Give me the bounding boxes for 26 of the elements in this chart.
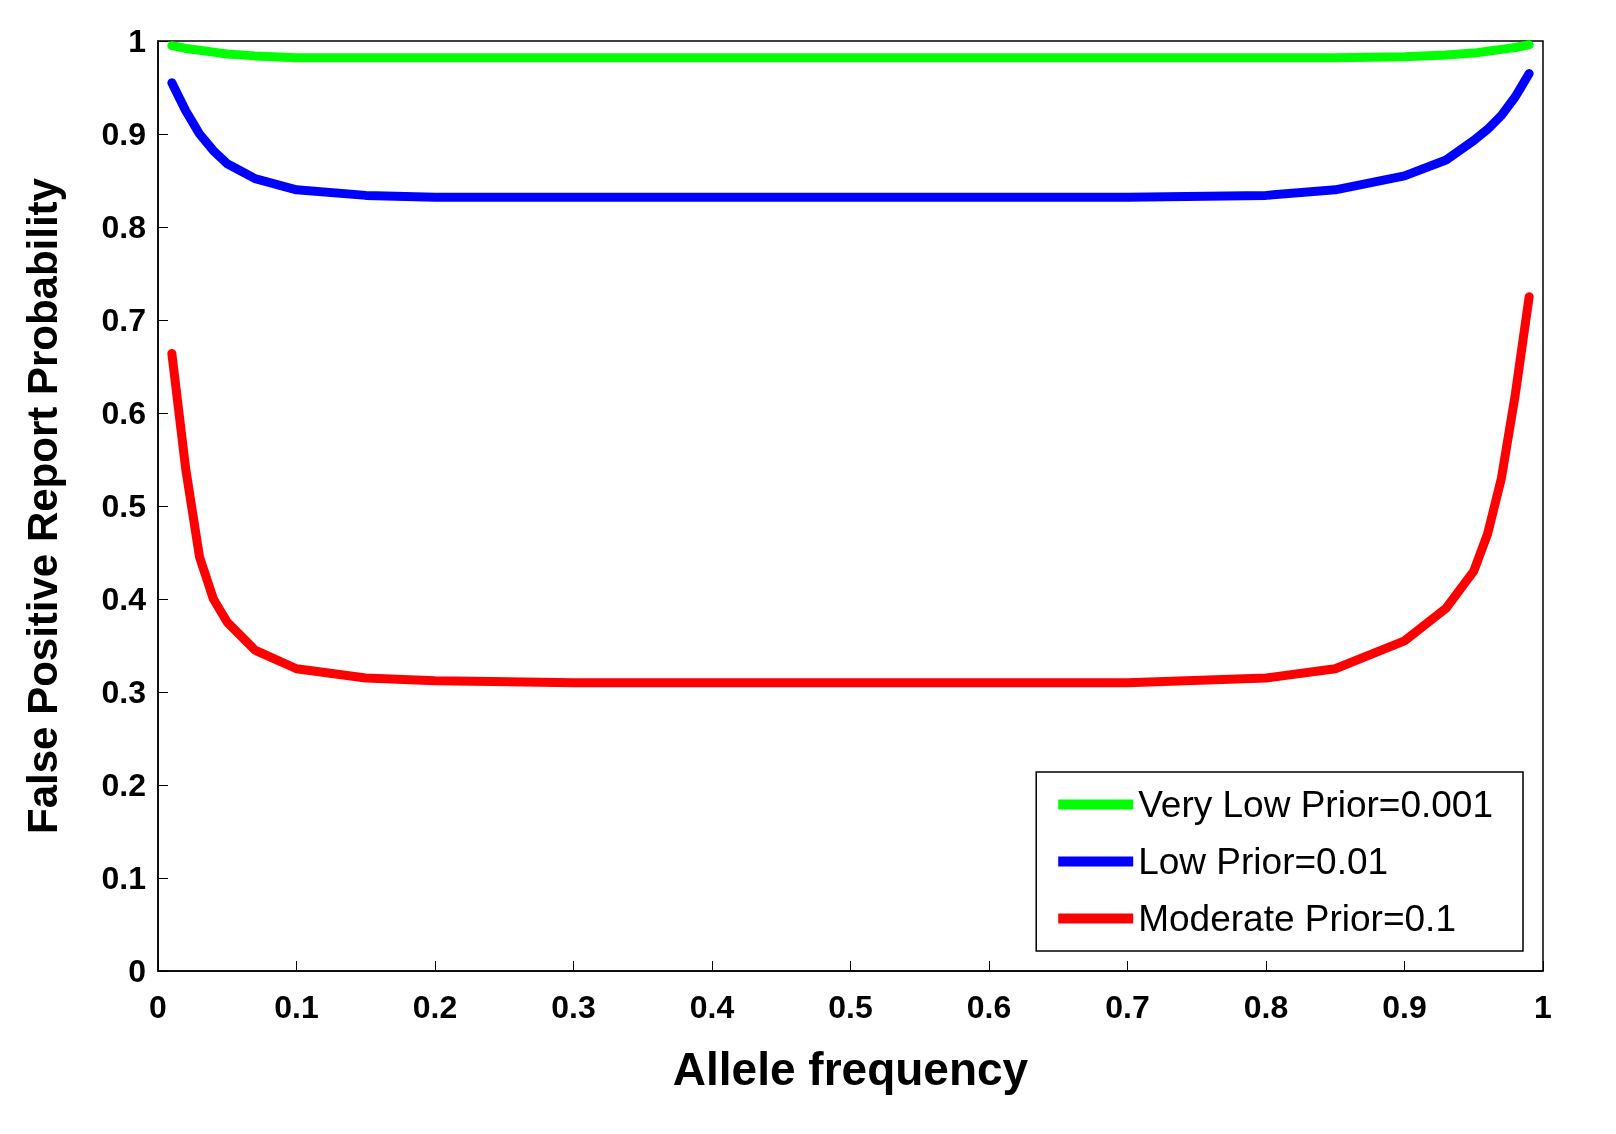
x-tick-label: 1 — [1534, 989, 1552, 1025]
x-tick-label: 0.4 — [689, 989, 735, 1025]
x-tick-label: 0.9 — [1382, 989, 1427, 1025]
y-tick-label: 0.8 — [101, 209, 146, 245]
legend-label: Low Prior=0.01 — [1138, 841, 1389, 882]
legend-label: Moderate Prior=0.1 — [1138, 898, 1456, 939]
y-tick-label: 0.6 — [101, 395, 146, 431]
x-tick-label: 0.1 — [274, 989, 319, 1025]
x-axis-title: Allele frequency — [672, 1043, 1029, 1095]
x-tick-label: 0.6 — [966, 989, 1012, 1025]
y-axis-title: False Positive Report Probability — [18, 177, 66, 834]
y-tick-label: 0.1 — [101, 860, 146, 896]
y-tick-label: 0.3 — [101, 674, 146, 710]
x-tick-label: 0.7 — [1105, 989, 1150, 1025]
y-tick-label: 1 — [128, 23, 146, 59]
y-tick-label: 0.4 — [101, 581, 147, 617]
y-tick-label: 0 — [128, 953, 146, 989]
y-tick-label: 0.9 — [101, 116, 146, 152]
y-tick-label: 0.7 — [101, 302, 146, 338]
y-tick-label: 0.5 — [101, 488, 146, 524]
x-tick-label: 0.5 — [828, 989, 873, 1025]
x-tick-label: 0.3 — [551, 989, 596, 1025]
y-tick-label: 0.2 — [101, 767, 146, 803]
x-tick-label: 0.2 — [412, 989, 458, 1025]
legend-label: Very Low Prior=0.001 — [1138, 784, 1494, 825]
x-tick-label: 0.8 — [1243, 989, 1289, 1025]
